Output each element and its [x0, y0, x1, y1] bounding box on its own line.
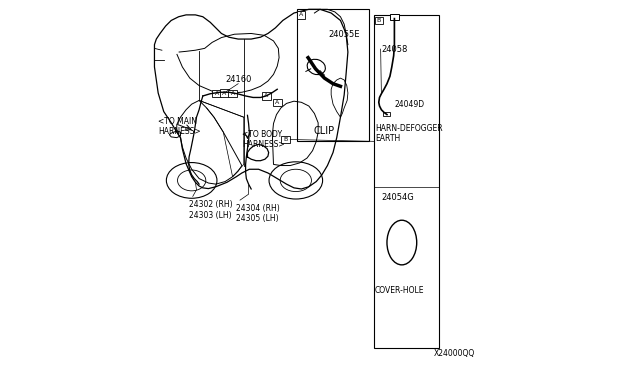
Text: 24054G: 24054G: [381, 193, 414, 202]
FancyBboxPatch shape: [212, 90, 221, 97]
FancyBboxPatch shape: [220, 89, 229, 97]
FancyBboxPatch shape: [273, 99, 282, 106]
Text: <TO MAIN
HARNESS>: <TO MAIN HARNESS>: [158, 117, 201, 136]
Text: A: A: [214, 91, 219, 96]
Text: CLIP: CLIP: [313, 126, 334, 136]
Text: A: A: [230, 91, 235, 96]
Text: A: A: [300, 12, 303, 17]
Text: 24049D: 24049D: [394, 100, 424, 109]
FancyBboxPatch shape: [228, 90, 237, 97]
Text: A: A: [264, 93, 268, 99]
Text: X24000QQ: X24000QQ: [433, 349, 475, 358]
Text: A: A: [222, 90, 227, 96]
Text: 24160: 24160: [225, 75, 252, 84]
Text: 24058: 24058: [381, 45, 408, 54]
FancyBboxPatch shape: [298, 11, 305, 19]
Bar: [390, 14, 399, 20]
Bar: [383, 112, 390, 116]
FancyBboxPatch shape: [282, 136, 291, 143]
Text: 24302 (RH)
24303 (LH): 24302 (RH) 24303 (LH): [189, 200, 233, 219]
Text: COVER-HOLE: COVER-HOLE: [375, 286, 424, 295]
Ellipse shape: [307, 59, 325, 75]
Bar: [296, 9, 369, 141]
FancyBboxPatch shape: [374, 17, 383, 24]
Text: 24304 (RH)
24305 (LH): 24304 (RH) 24305 (LH): [236, 204, 280, 223]
Text: A: A: [275, 100, 279, 105]
Text: <TO BODY
HARNESS>: <TO BODY HARNESS>: [242, 130, 285, 149]
Text: 24055E: 24055E: [328, 30, 360, 39]
FancyBboxPatch shape: [262, 92, 271, 100]
Text: B: B: [284, 137, 288, 142]
Text: HARN-DEFOGGER
EARTH: HARN-DEFOGGER EARTH: [375, 124, 443, 143]
Text: B: B: [377, 18, 381, 23]
Bar: [374, 15, 439, 348]
